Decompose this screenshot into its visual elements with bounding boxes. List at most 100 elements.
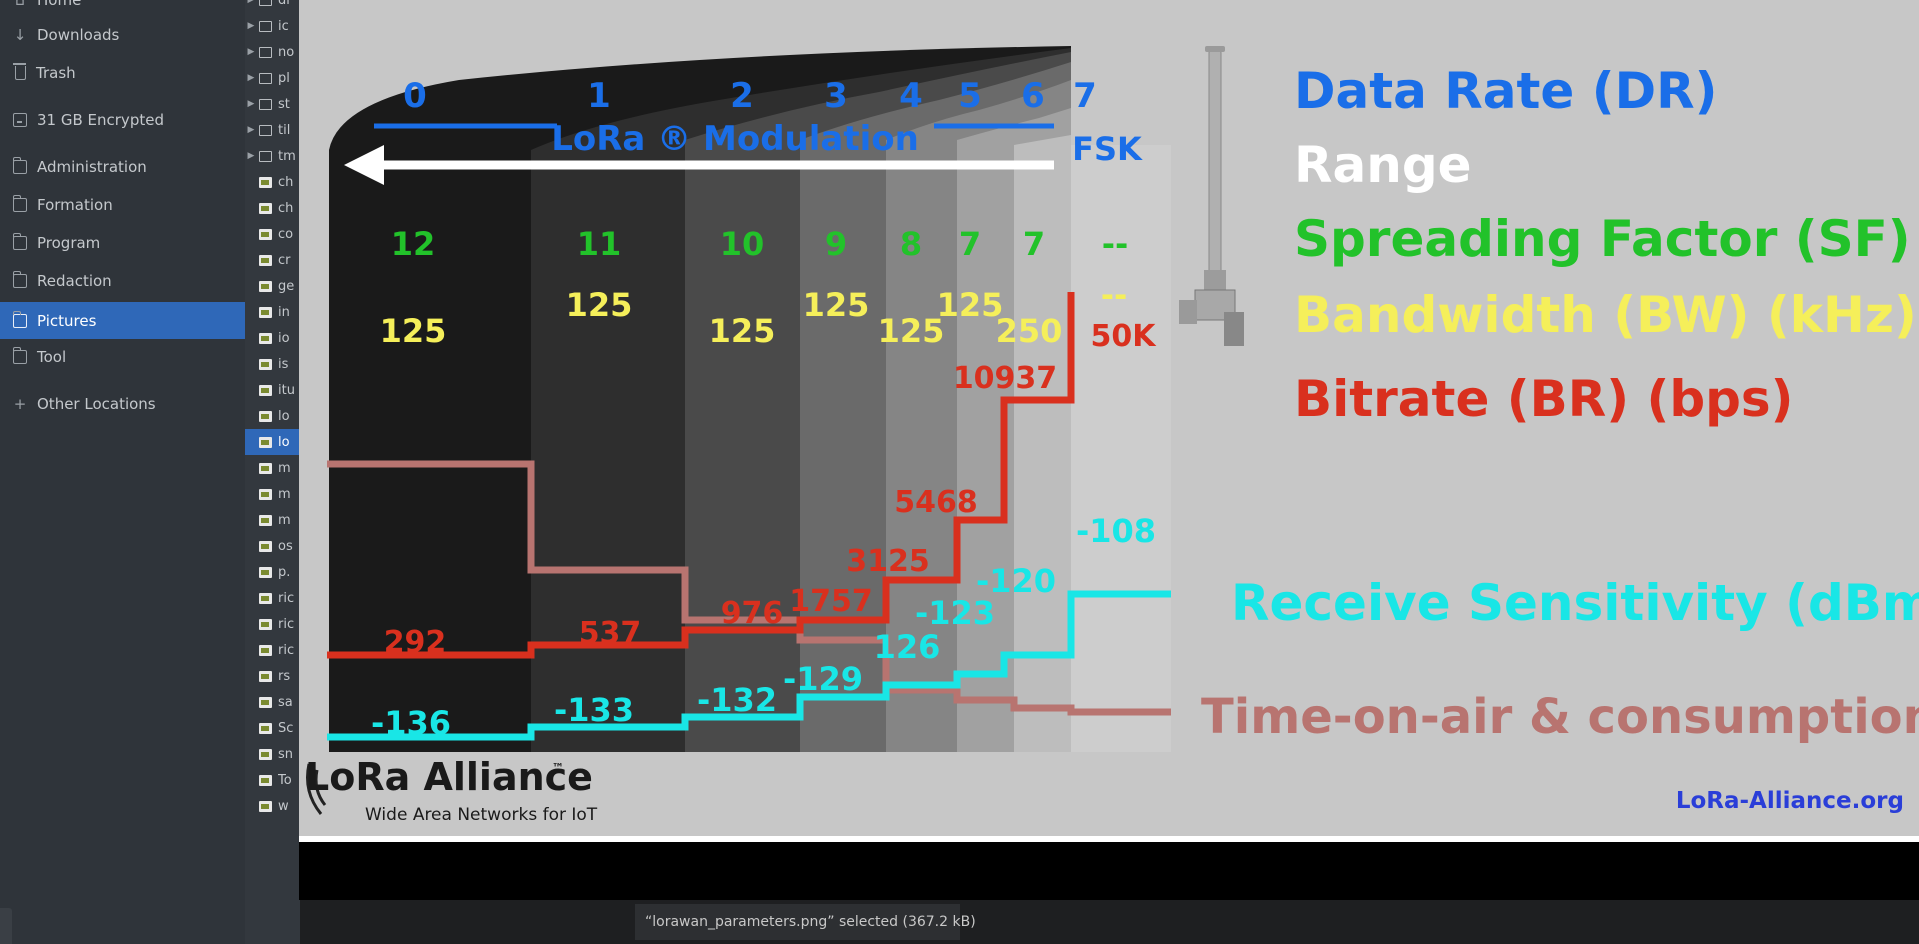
expand-arrow-icon[interactable]: ▶	[247, 125, 255, 135]
file-row[interactable]: p.	[245, 559, 300, 585]
file-row[interactable]: sa	[245, 689, 300, 715]
file-row[interactable]: ge	[245, 273, 300, 299]
file-row[interactable]: sn	[245, 741, 300, 767]
expand-arrow-icon[interactable]: ▶	[247, 47, 255, 57]
file-row[interactable]: lo	[245, 429, 300, 455]
folder-icon	[13, 310, 27, 328]
file-row[interactable]: os	[245, 533, 300, 559]
file-row[interactable]: ch	[245, 169, 300, 195]
file-row[interactable]: ric	[245, 611, 300, 637]
sf-value: 11	[577, 225, 622, 263]
file-row[interactable]: m	[245, 507, 300, 533]
expand-arrow-icon[interactable]: ▶	[247, 73, 255, 83]
sidebar-item-label: Downloads	[37, 26, 120, 44]
file-row[interactable]: ▶ til	[245, 117, 300, 143]
file-row[interactable]: ▶ ic	[245, 13, 300, 39]
file-row[interactable]: cr	[245, 247, 300, 273]
file-name: ge	[278, 278, 295, 294]
sidebar-item-other-locations[interactable]: + Other Locations	[0, 387, 245, 421]
file-row[interactable]: ▶ tm	[245, 143, 300, 169]
sidebar-item-tool[interactable]: Tool	[0, 340, 245, 374]
expand-arrow-icon[interactable]: ▶	[247, 0, 255, 5]
image-file-icon	[259, 618, 272, 630]
sidebar-item-formation[interactable]: Formation	[0, 188, 245, 222]
folder-icon	[259, 0, 272, 6]
selection-status: “lorawan_parameters.png” selected (367.2…	[635, 904, 976, 940]
file-name: ric	[278, 590, 295, 606]
image-file-icon	[259, 254, 272, 266]
legend-range: Range	[1294, 136, 1472, 194]
folder-icon	[13, 271, 27, 288]
bitrate-labels: 292 537 976 1757 3125 5468 10937	[384, 361, 1058, 660]
home-icon: ⌂	[15, 0, 25, 9]
image-canvas: 0 1 2 3 4 5 6 7 LoRa ® Modulation FSK 12…	[299, 0, 1919, 842]
sidebar-item-home[interactable]: ⌂ Home	[0, 0, 245, 17]
file-row[interactable]: ▶ pl	[245, 65, 300, 91]
folder-icon	[13, 157, 27, 174]
expand-arrow-icon[interactable]: ▶	[247, 151, 255, 161]
lorawan-parameters-figure: 0 1 2 3 4 5 6 7 LoRa ® Modulation FSK 12…	[305, 46, 1919, 825]
file-row[interactable]: Sc	[245, 715, 300, 741]
file-list: ▶ dr ▶ ic ▶ no ▶ pl ▶ st ▶ til ▶ tm ch ch co cr ge in io is it…	[245, 0, 300, 944]
file-name: os	[278, 538, 293, 554]
time-on-air-line	[327, 460, 1171, 716]
file-row[interactable]: itu	[245, 377, 300, 403]
dr-bands	[329, 46, 1171, 752]
file-row[interactable]: ric	[245, 585, 300, 611]
bw-value: 125	[878, 312, 945, 350]
file-name: st	[278, 96, 290, 112]
expand-arrow-icon[interactable]: ▶	[247, 99, 255, 109]
file-row[interactable]: ▶ dr	[245, 0, 300, 13]
file-name: lo	[278, 408, 290, 424]
file-row[interactable]: io	[245, 325, 300, 351]
file-row[interactable]: rs	[245, 663, 300, 689]
legend-data-rate: Data Rate (DR)	[1294, 62, 1717, 120]
sf-value: 10	[720, 225, 765, 263]
file-name: lo	[278, 434, 290, 450]
file-row[interactable]: ch	[245, 195, 300, 221]
sidebar-item-pictures[interactable]: Pictures	[0, 302, 245, 339]
file-row[interactable]: m	[245, 481, 300, 507]
sidebar-item-administration[interactable]: Administration	[0, 150, 245, 184]
image-file-icon	[259, 176, 272, 188]
file-name: in	[278, 304, 290, 320]
file-row[interactable]: w	[245, 793, 300, 819]
sf-row: 12 11 10 9 8 7 7 --	[391, 225, 1129, 263]
places-sidebar: ⌂ Home ↓ Downloads Trash 31 GB Encrypted…	[0, 0, 245, 944]
bitrate-value: 3125	[846, 544, 930, 579]
bw-row: 125 125 125 125 125 125 250 --	[380, 276, 1128, 350]
logo-tagline: Wide Area Networks for IoT	[365, 805, 598, 825]
legend-spreading-factor: Spreading Factor (SF)	[1294, 210, 1911, 268]
file-name: tm	[278, 148, 296, 164]
image-file-icon	[259, 384, 272, 396]
file-row[interactable]: co	[245, 221, 300, 247]
image-file-icon	[259, 540, 272, 552]
file-row[interactable]: ▶ st	[245, 91, 300, 117]
file-row[interactable]: m	[245, 455, 300, 481]
sidebar-item-downloads[interactable]: ↓ Downloads	[0, 18, 245, 52]
sidebar-handle[interactable]	[0, 908, 12, 944]
sidebar-item-encrypted-drive[interactable]: 31 GB Encrypted	[0, 103, 245, 137]
image-file-icon	[259, 800, 272, 812]
sidebar-item-trash[interactable]: Trash	[0, 56, 245, 90]
file-row[interactable]: is	[245, 351, 300, 377]
sidebar-item-program[interactable]: Program	[0, 226, 245, 260]
sensitivity-value: -129	[783, 660, 863, 698]
dr-number: 0	[403, 76, 427, 116]
file-row[interactable]: To	[245, 767, 300, 793]
file-row[interactable]: ric	[245, 637, 300, 663]
expand-arrow-icon[interactable]: ▶	[247, 21, 255, 31]
image-file-icon	[259, 410, 272, 422]
legend-bitrate: Bitrate (BR) (bps)	[1294, 370, 1794, 428]
image-viewer: 0 1 2 3 4 5 6 7 LoRa ® Modulation FSK 12…	[299, 0, 1919, 900]
status-bar	[300, 900, 1919, 944]
sf-value: --	[1102, 225, 1129, 263]
sidebar-item-redaction[interactable]: Redaction	[0, 264, 245, 298]
file-name: p.	[278, 564, 291, 580]
file-row[interactable]: lo	[245, 403, 300, 429]
image-file-icon	[259, 202, 272, 214]
sidebar-item-label: Tool	[37, 348, 67, 366]
sidebar-item-label: Other Locations	[37, 395, 156, 413]
file-row[interactable]: ▶ no	[245, 39, 300, 65]
file-row[interactable]: in	[245, 299, 300, 325]
